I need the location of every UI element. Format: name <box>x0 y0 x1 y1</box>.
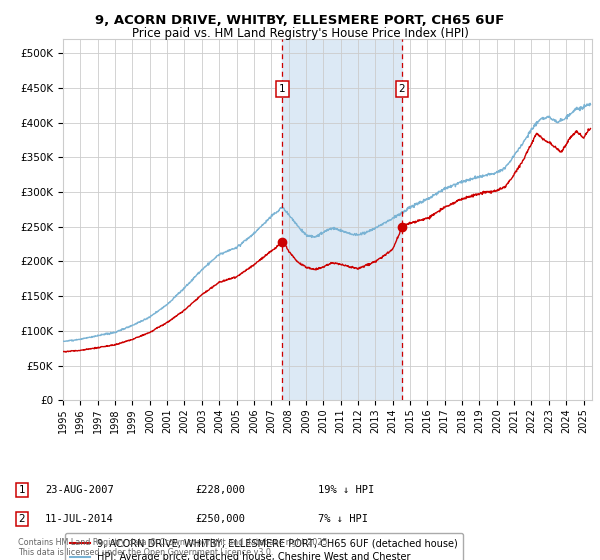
Text: 2: 2 <box>398 84 405 94</box>
Legend: 9, ACORN DRIVE, WHITBY, ELLESMERE PORT, CH65 6UF (detached house), HPI: Average : 9, ACORN DRIVE, WHITBY, ELLESMERE PORT, … <box>65 534 463 560</box>
Text: 7% ↓ HPI: 7% ↓ HPI <box>318 514 368 524</box>
Text: 19% ↓ HPI: 19% ↓ HPI <box>318 485 374 495</box>
Text: £228,000: £228,000 <box>195 485 245 495</box>
Text: 23-AUG-2007: 23-AUG-2007 <box>45 485 114 495</box>
Text: 2: 2 <box>19 514 25 524</box>
Text: 1: 1 <box>19 485 25 495</box>
Text: Contains HM Land Registry data © Crown copyright and database right 2025.
This d: Contains HM Land Registry data © Crown c… <box>18 538 330 557</box>
Text: 11-JUL-2014: 11-JUL-2014 <box>45 514 114 524</box>
Text: Price paid vs. HM Land Registry's House Price Index (HPI): Price paid vs. HM Land Registry's House … <box>131 27 469 40</box>
Text: 9, ACORN DRIVE, WHITBY, ELLESMERE PORT, CH65 6UF: 9, ACORN DRIVE, WHITBY, ELLESMERE PORT, … <box>95 14 505 27</box>
Text: £250,000: £250,000 <box>195 514 245 524</box>
Text: 1: 1 <box>279 84 286 94</box>
Bar <box>283 39 402 400</box>
